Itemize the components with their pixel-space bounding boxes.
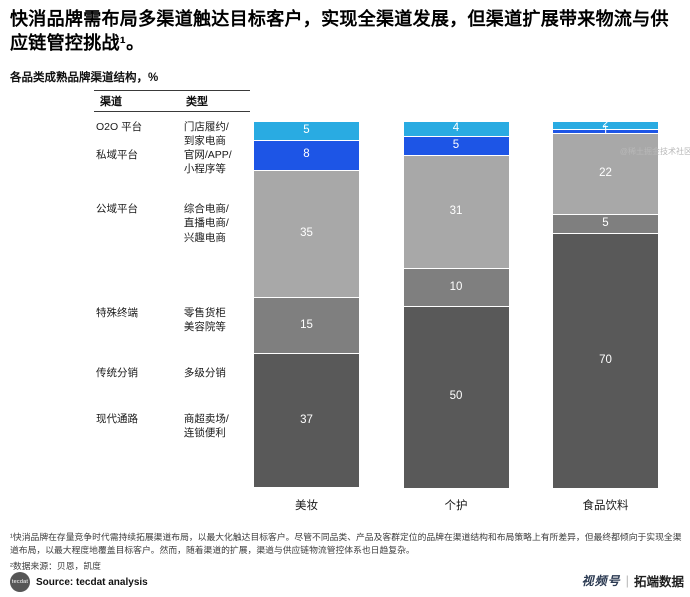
bars-area: 5 8 35 15 37 4 5 31 10 50 2 1 22 5 70 xyxy=(254,118,658,488)
segment-value-label: 37 xyxy=(300,413,313,426)
bar-segment-modern: 50 xyxy=(403,305,509,488)
legend-header-type: 类型 xyxy=(186,95,208,108)
bar-segment-public: 31 xyxy=(403,155,509,269)
source-text: Source: tecdat analysis xyxy=(36,576,148,588)
brand-watermark-text: 拓端数据 xyxy=(633,575,684,589)
bar-segment-private: 5 xyxy=(403,135,509,156)
legend-row-public: 公域平台 综合电商/ 直播电商/ 兴趣电商 xyxy=(94,202,260,246)
legend-channel-label: 特殊终端 xyxy=(96,306,138,319)
category-label: 美妆 xyxy=(295,499,318,512)
legend-channel-label: 传统分销 xyxy=(96,366,138,379)
category-label: 食品饮料 xyxy=(582,499,629,512)
bar-segment-special: 10 xyxy=(403,268,509,306)
bar-segment-private: 1 xyxy=(553,125,658,136)
segment-value-label: 31 xyxy=(449,205,463,218)
legend-type-label: 门店履约/ 到家电商 xyxy=(183,120,229,148)
bar-segment-private: 8 xyxy=(254,139,359,170)
legend-type-label: 商超卖场/ 连锁便利 xyxy=(183,412,229,440)
bar-segment-special: 5 xyxy=(553,214,658,234)
bar-column-beauty: 5 8 35 15 37 xyxy=(254,121,359,488)
watermark-divider: | xyxy=(625,573,629,588)
source-footer: tecdat Source: tecdat analysis xyxy=(10,572,148,592)
segment-value-label: 2 xyxy=(602,118,609,131)
legend-row-traditional: 传统分销 多级分销 xyxy=(94,366,260,381)
legend-type-label: 官网/APP/ 小程序等 xyxy=(183,148,232,176)
legend-header: 渠道 类型 xyxy=(94,89,250,112)
bar-segment-public: 22 xyxy=(553,133,658,214)
legend-type-label: 综合电商/ 直播电商/ 兴趣电商 xyxy=(183,202,229,244)
legend-channel-label: 私域平台 xyxy=(96,148,138,161)
bar-column-food: 2 1 22 5 70 xyxy=(553,118,658,488)
segment-value-label: 8 xyxy=(303,148,310,161)
legend-header-channel: 渠道 xyxy=(100,95,122,108)
stacked-bar-chart: 渠道 类型 O2O 平台 门店履约/ 到家电商 私域平台 官网/APP/ 小程序… xyxy=(10,89,680,522)
legend-channel-label: O2O 平台 xyxy=(96,120,143,133)
legend-channel-label: 现代通路 xyxy=(96,412,138,425)
segment-value-label: 5 xyxy=(602,217,609,230)
legend-channel-label: 公域平台 xyxy=(96,202,138,215)
brand-watermark: 视频号 | 拓端数据 xyxy=(582,571,684,590)
channel-badge-icon: 视频号 xyxy=(581,574,621,588)
legend-row-o2o: O2O 平台 门店履约/ 到家电商 xyxy=(94,120,260,149)
legend-row-private: 私域平台 官网/APP/ 小程序等 xyxy=(94,148,260,177)
segment-value-label: 35 xyxy=(300,227,313,240)
footnote-2: ²数据来源：贝恩，凯度 xyxy=(10,560,101,571)
segment-value-label: 5 xyxy=(303,123,310,136)
footnote-1: ¹快消品牌在存量竞争时代需持续拓展渠道布局，以最大化触达目标客户。尽管不同品类、… xyxy=(10,531,682,556)
chart-subtitle: 各品类成熟品牌渠道结构，% xyxy=(10,71,159,84)
segment-value-label: 10 xyxy=(449,280,463,293)
category-axis: 美妆 个护 食品饮料 xyxy=(254,497,658,513)
bar-segment-o2o: 2 xyxy=(553,118,658,131)
segment-value-label: 22 xyxy=(599,167,612,180)
segment-value-label: 15 xyxy=(300,318,313,331)
segment-value-label: 5 xyxy=(452,139,460,152)
footnotes: ¹快消品牌在存量竞争时代需持续拓展渠道布局，以最大化触达目标客户。尽管不同品类、… xyxy=(10,531,682,574)
category-label: 个护 xyxy=(444,499,468,512)
side-watermark: @稀土掘金技术社区 xyxy=(619,147,690,156)
bar-segment-modern: 37 xyxy=(254,352,359,488)
bar-column-personal: 4 5 31 10 50 xyxy=(403,121,509,488)
bar-segment-o2o: 4 xyxy=(403,121,509,136)
segment-value-label: 70 xyxy=(599,354,612,367)
bar-segment-public: 35 xyxy=(254,169,359,298)
page-title: 快消品牌需布局多渠道触达目标客户，实现全渠道发展，但渠道扩展带来物流与供应链管控… xyxy=(10,9,669,53)
legend-row-modern: 现代通路 商超卖场/ 连锁便利 xyxy=(94,412,260,441)
tecdat-logo-icon: tecdat xyxy=(10,572,30,592)
bar-segment-modern: 70 xyxy=(553,233,658,488)
bar-segment-o2o: 5 xyxy=(254,121,359,140)
segment-value-label: 4 xyxy=(452,121,460,134)
legend-type-label: 零售货柜 美容院等 xyxy=(183,306,226,334)
legend-type-label: 多级分销 xyxy=(183,366,226,379)
legend-row-special: 特殊终端 零售货柜 美容院等 xyxy=(94,306,260,335)
bar-segment-special: 15 xyxy=(254,297,359,353)
segment-value-label: 1 xyxy=(602,124,609,137)
segment-value-label: 50 xyxy=(449,390,463,403)
